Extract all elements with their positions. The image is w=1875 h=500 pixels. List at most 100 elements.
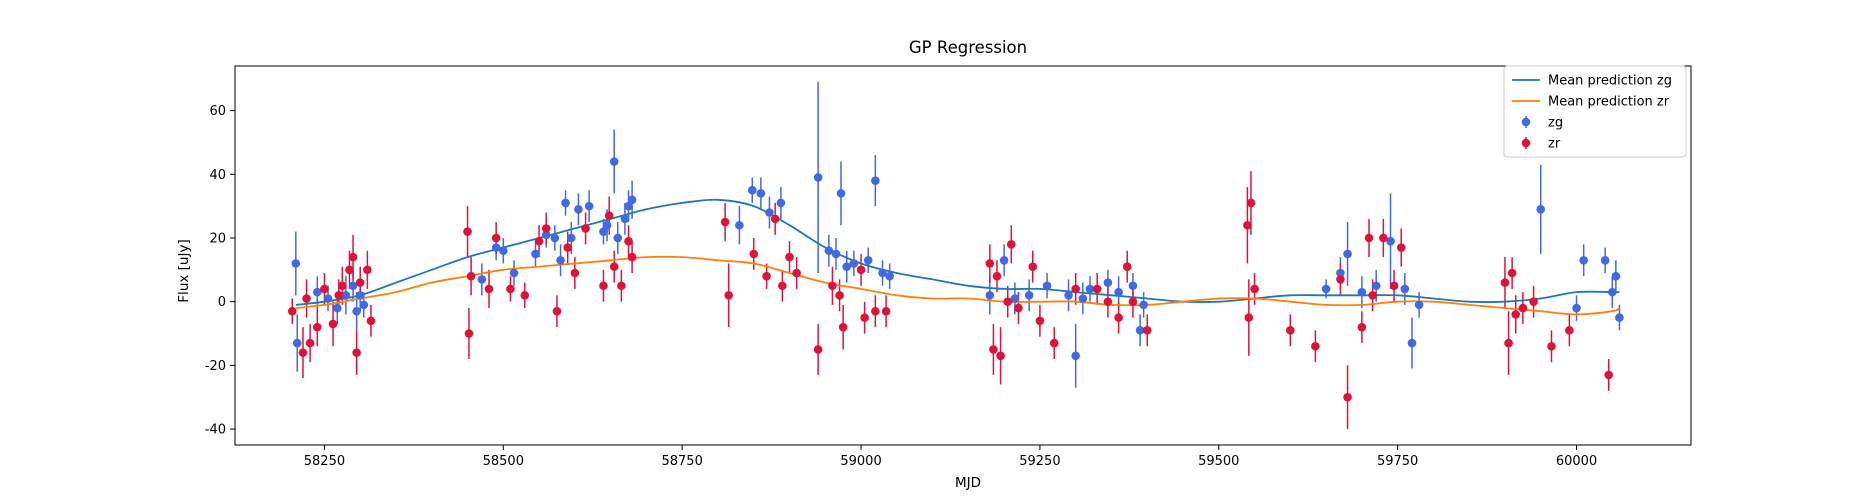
- zr-data-point: [996, 351, 1005, 361]
- zr-data-point: [338, 281, 347, 291]
- zg-data-point: [1114, 287, 1123, 297]
- zr-data-point: [1565, 326, 1574, 335]
- zg-data-point: [999, 255, 1009, 265]
- zg-data-point: [323, 294, 333, 303]
- zg-data-point: [824, 246, 834, 256]
- zr-data-point: [1529, 297, 1538, 306]
- zr-data-point: [1364, 233, 1374, 243]
- zg-data-point: [863, 255, 873, 265]
- zr-data-point: [1246, 198, 1256, 208]
- zr-data-point: [581, 224, 590, 233]
- zg-data-point: [613, 233, 623, 243]
- zg-data-point: [1103, 278, 1113, 287]
- zg-data-point: [291, 259, 301, 268]
- zr-data-point: [541, 224, 551, 233]
- zr-data-point: [609, 262, 619, 271]
- zr-data-point: [1142, 326, 1152, 335]
- zr-data-point: [298, 348, 308, 357]
- zg-data-point: [747, 185, 757, 195]
- zg-data-point: [1572, 303, 1581, 313]
- zg-data-point: [312, 287, 322, 297]
- zg-data-point: [1611, 271, 1621, 281]
- zg-data-point: [871, 176, 880, 185]
- zg-data-point: [1078, 294, 1088, 303]
- zg-data-point: [1371, 281, 1381, 291]
- zr-data-point: [366, 316, 376, 326]
- plot-frame: [234, 65, 1692, 446]
- zr-data-point: [334, 291, 344, 300]
- zg-data-point: [341, 291, 351, 300]
- zg-data-point: [1600, 255, 1610, 265]
- zr-data-point: [1028, 262, 1038, 271]
- zr-data-point: [881, 306, 891, 316]
- zg-data-point: [1579, 255, 1588, 265]
- y-tick-label: 60: [209, 104, 226, 119]
- zr-data-point: [617, 281, 626, 291]
- zr-data-point: [491, 233, 501, 243]
- zr-data-point: [1343, 392, 1352, 402]
- x-tick-label: 59500: [1198, 454, 1239, 469]
- zg-data-point: [842, 262, 852, 271]
- zr-data-point: [287, 306, 297, 316]
- x-tick-label: 58750: [661, 454, 702, 469]
- zr-data-point: [1128, 297, 1138, 306]
- x-tick-label: 60000: [1556, 454, 1597, 469]
- legend-label: zg: [1548, 116, 1563, 131]
- zg-data-point: [599, 227, 608, 236]
- zr-data-point: [989, 345, 998, 354]
- zg-data-point: [1400, 284, 1410, 294]
- zg-data-point: [1010, 294, 1020, 303]
- zr-data-point: [534, 236, 544, 246]
- zr-data-point: [1049, 338, 1059, 348]
- zg-data-point: [561, 198, 570, 208]
- zg-data-point: [1386, 236, 1395, 246]
- zg-data-point: [491, 243, 501, 252]
- zg-data-point: [550, 233, 560, 243]
- zg-data-point: [849, 259, 859, 268]
- x-axis-label: MJD: [955, 475, 981, 491]
- zg-data-point: [831, 249, 841, 259]
- y-axis-label: Flux [uJy]: [176, 239, 192, 302]
- zr-data-point: [302, 294, 311, 303]
- zg-data-point: [1085, 284, 1095, 294]
- zr-data-point: [506, 284, 515, 294]
- zr-data-point: [599, 281, 608, 291]
- zr-data-point: [484, 284, 494, 294]
- x-tick-label: 59750: [1377, 454, 1418, 469]
- zr-data-point: [463, 227, 472, 236]
- legend-marker-swatch: [1521, 117, 1531, 127]
- zr-data-point: [992, 271, 1002, 281]
- zr-data-point: [604, 211, 614, 220]
- zg-data-point: [609, 157, 619, 166]
- zg-data-point: [1615, 313, 1624, 322]
- zr-data-point: [1014, 303, 1023, 313]
- zr-data-point: [762, 271, 771, 281]
- y-tick-label: -40: [205, 423, 226, 438]
- zr-data-point: [345, 265, 354, 275]
- zg-data-point: [627, 195, 637, 205]
- zr-data-point: [835, 291, 844, 300]
- zg-data-point: [1607, 287, 1617, 297]
- x-axis-ticks: 58250 58500 58750 59000 59250 59500 59750 60000: [304, 445, 1597, 469]
- zr-data-point: [1114, 313, 1123, 322]
- zg-data-point: [509, 268, 519, 278]
- zr-data-point: [1286, 326, 1295, 335]
- zg-data-point: [1343, 249, 1352, 259]
- zg-data-point: [1336, 268, 1345, 278]
- zg-data-point: [584, 201, 594, 211]
- zg-data-point: [355, 291, 365, 300]
- zr-data-point: [312, 322, 322, 332]
- zg-data-point: [756, 189, 766, 198]
- zg-data-point: [352, 306, 361, 316]
- zg-data-point: [878, 268, 887, 278]
- y-tick-label: -20: [205, 359, 226, 374]
- zr-data-point: [1511, 310, 1521, 319]
- zg-data-point: [776, 198, 786, 208]
- legend-label: zr: [1548, 137, 1561, 152]
- zg-data-point: [602, 220, 612, 230]
- zr-data-point: [749, 249, 759, 259]
- zg-data-point: [620, 214, 630, 224]
- zg-data-point: [624, 201, 633, 211]
- zr-data-point: [1250, 284, 1259, 294]
- zr-data-point: [770, 214, 780, 224]
